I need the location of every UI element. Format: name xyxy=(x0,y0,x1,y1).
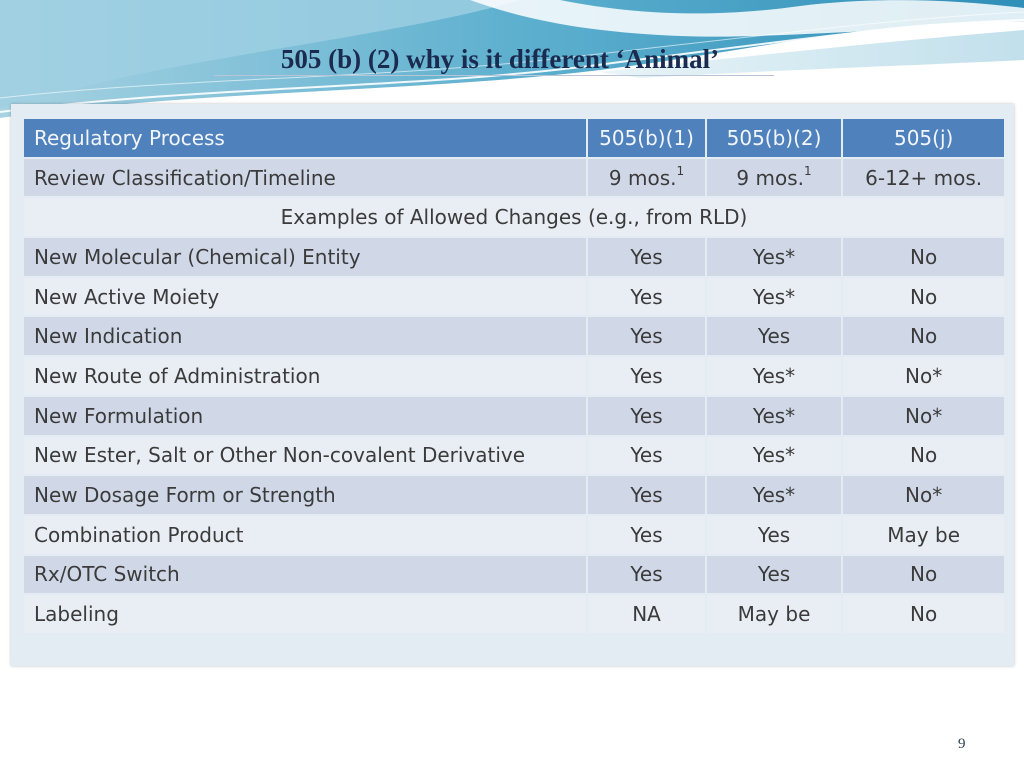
cell-505b2: Yes* xyxy=(706,476,842,514)
cell-505b2: Yes xyxy=(706,555,842,594)
timeline-505b1: 9 mos.1 xyxy=(588,158,705,197)
page-number: 9 xyxy=(958,736,966,752)
header-505b2: 505(b)(2) xyxy=(706,119,842,157)
table-row: New Molecular (Chemical) Entity Yes Yes* No xyxy=(24,238,1004,276)
header-regulatory-process: Regulatory Process xyxy=(24,119,587,157)
table-row: Rx/OTC Switch Yes Yes No xyxy=(24,555,1004,594)
cell-505j: No* xyxy=(843,476,1004,514)
cell-505b1: Yes xyxy=(588,555,705,594)
cell-505b2: Yes* xyxy=(706,238,842,276)
cell-505b2: Yes* xyxy=(706,357,842,395)
section-label: Examples of Allowed Changes (e.g., from … xyxy=(24,198,1004,237)
table-row: New Route of Administration Yes Yes* No* xyxy=(24,357,1004,395)
cell-505j: No xyxy=(843,238,1004,276)
timeline-505j: 6-12+ mos. xyxy=(843,158,1004,197)
title-underline xyxy=(214,75,774,76)
cell-label: New Dosage Form or Strength xyxy=(24,476,587,514)
cell-505b2: Yes* xyxy=(706,396,842,435)
cell-505b1: Yes xyxy=(588,436,705,475)
cell-505b1: Yes xyxy=(588,515,705,554)
table-row: Combination Product Yes Yes May be xyxy=(24,515,1004,554)
cell-label: New Ester, Salt or Other Non-covalent De… xyxy=(24,436,587,475)
table-row: New Indication Yes Yes No xyxy=(24,317,1004,356)
table-row: New Ester, Salt or Other Non-covalent De… xyxy=(24,436,1004,475)
cell-505b2: Yes* xyxy=(706,436,842,475)
table-row: Labeling NA May be No xyxy=(24,595,1004,633)
cell-505b1: Yes xyxy=(588,238,705,276)
cell-505j: May be xyxy=(843,515,1004,554)
cell-label: New Formulation xyxy=(24,396,587,435)
cell-label: Labeling xyxy=(24,595,587,633)
table-body: New Molecular (Chemical) Entity Yes Yes* No… xyxy=(24,238,1004,633)
cell-505b2: Yes* xyxy=(706,277,842,316)
cell-505j: No xyxy=(843,317,1004,356)
cell-label: Rx/OTC Switch xyxy=(24,555,587,594)
cell-label: New Molecular (Chemical) Entity xyxy=(24,238,587,276)
timeline-label: Review Classification/Timeline xyxy=(24,158,587,197)
cell-505b2: Yes xyxy=(706,515,842,554)
table-header-row: Regulatory Process 505(b)(1) 505(b)(2) 5… xyxy=(24,119,1004,157)
cell-label: Combination Product xyxy=(24,515,587,554)
cell-505j: No* xyxy=(843,357,1004,395)
timeline-row: Review Classification/Timeline 9 mos.1 9… xyxy=(24,158,1004,197)
slide-title: 505 (b) (2) why is it different ‘Animal’ xyxy=(280,44,720,74)
table-row: New Formulation Yes Yes* No* xyxy=(24,396,1004,435)
cell-505b1: Yes xyxy=(588,317,705,356)
table-row: New Active Moiety Yes Yes* No xyxy=(24,277,1004,316)
cell-label: New Route of Administration xyxy=(24,357,587,395)
section-label-row: Examples of Allowed Changes (e.g., from … xyxy=(24,198,1004,237)
cell-505j: No xyxy=(843,555,1004,594)
cell-505j: No xyxy=(843,277,1004,316)
cell-505b1: Yes xyxy=(588,396,705,435)
cell-505b2: Yes xyxy=(706,317,842,356)
cell-505j: No xyxy=(843,436,1004,475)
header-505b1: 505(b)(1) xyxy=(588,119,705,157)
header-505j: 505(j) xyxy=(843,119,1004,157)
table-row: New Dosage Form or Strength Yes Yes* No* xyxy=(24,476,1004,514)
cell-505j: No xyxy=(843,595,1004,633)
cell-505b1: NA xyxy=(588,595,705,633)
cell-505b1: Yes xyxy=(588,277,705,316)
cell-505b1: Yes xyxy=(588,476,705,514)
cell-505j: No* xyxy=(843,396,1004,435)
cell-505b2: May be xyxy=(706,595,842,633)
cell-505b1: Yes xyxy=(588,357,705,395)
cell-label: New Indication xyxy=(24,317,587,356)
regulatory-comparison-table: Regulatory Process 505(b)(1) 505(b)(2) 5… xyxy=(22,117,1006,635)
timeline-505b2: 9 mos.1 xyxy=(706,158,842,197)
cell-label: New Active Moiety xyxy=(24,277,587,316)
